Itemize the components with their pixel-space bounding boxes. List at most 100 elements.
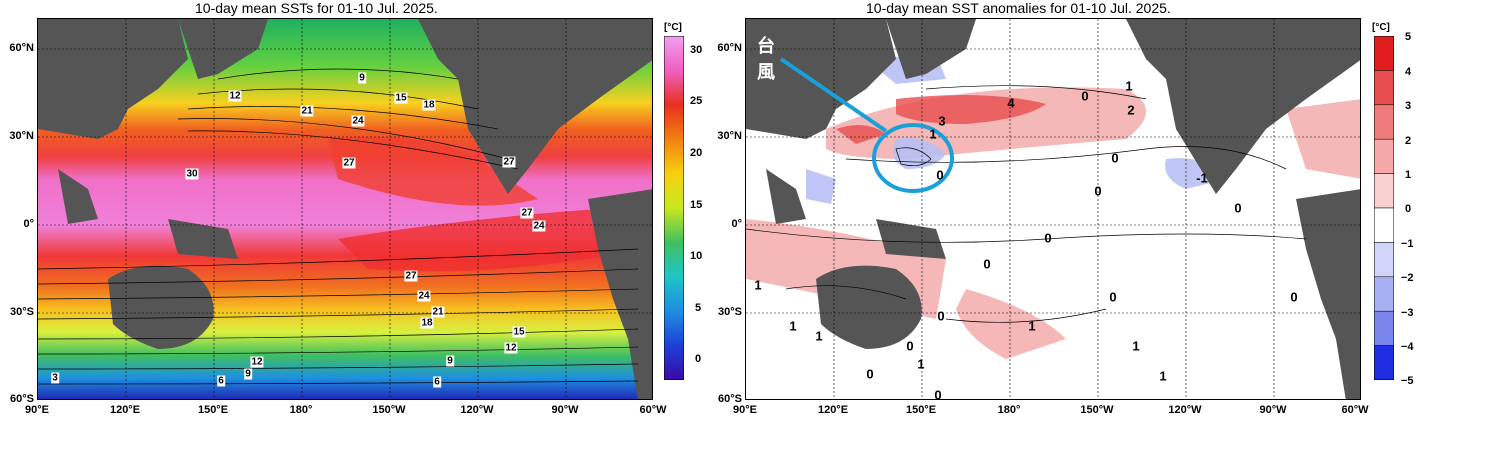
anomaly-panel-title: 10-day mean SST anomalies for 01-10 Jul.…	[866, 0, 1171, 16]
anomaly-contour-label: 1	[1125, 78, 1133, 94]
anomaly-colorbar-tick: −3	[1401, 307, 1414, 319]
sst-contour-label: 27	[502, 156, 516, 168]
anomaly-contour-label: 0	[936, 167, 944, 183]
sst-colorbar	[664, 36, 684, 380]
anomaly-colorbar-tick: −2	[1401, 272, 1414, 284]
anomaly-contour-label: 0	[1109, 289, 1117, 305]
anomaly-contour-label: 0	[983, 256, 991, 272]
anomaly-contour-label: 0	[1081, 88, 1089, 104]
anomaly-contour-label: 1	[789, 318, 797, 334]
sst-contour-label: 6	[217, 375, 225, 387]
anomaly-contour-label: 0	[1111, 150, 1119, 166]
sst-contour-label: 27	[404, 270, 418, 282]
anomaly-colorbar-tick: −4	[1401, 341, 1414, 353]
sst-colorbar-tick: 30	[690, 44, 703, 56]
lon-label: 150°E	[197, 404, 229, 416]
lon-label: 150°E	[905, 404, 937, 416]
anomaly-contour-label: 0	[1094, 183, 1102, 199]
anomaly-contour-label: 1	[815, 328, 823, 344]
lat-label: 30°S	[10, 306, 34, 318]
lon-label: 60°W	[639, 404, 667, 416]
sst-contour-label: 18	[422, 99, 436, 111]
anomaly-contour-label: 3	[938, 113, 946, 129]
lat-label: 60°N	[9, 42, 34, 54]
anomaly-contour-label: 1	[754, 277, 762, 293]
sst-contour-label: 12	[228, 90, 242, 102]
lon-label: 120°E	[817, 404, 849, 416]
lon-label: 180°	[289, 404, 313, 416]
sst-contour-label: 24	[417, 290, 431, 302]
anomaly-contour-label: -1	[1196, 170, 1208, 186]
anomaly-contour-label: 0	[1290, 289, 1298, 305]
anomaly-colorbar-tick: 5	[1405, 31, 1412, 43]
sst-colorbar-tick: 25	[690, 95, 703, 107]
sst-contour-label: 12	[250, 356, 264, 368]
lon-label: 90°E	[733, 404, 757, 416]
sst-contour-label: 15	[394, 92, 408, 104]
anomaly-contour-label: 0	[1234, 200, 1242, 216]
sst-contour-label: 27	[342, 157, 356, 169]
lon-label: 90°E	[25, 404, 49, 416]
anomaly-colorbar-tick: −5	[1401, 375, 1414, 387]
sst-contour-label: 9	[446, 355, 454, 367]
lat-label: 30°N	[717, 130, 742, 142]
typhoon-arrow	[779, 57, 888, 133]
sst-map-graphic	[38, 19, 652, 399]
anomaly-colorbar-tick: 0	[1405, 203, 1412, 215]
typhoon-highlight-circle	[872, 123, 954, 193]
sst-contour-label: 27	[520, 207, 534, 219]
anomaly-colorbar	[1374, 36, 1394, 380]
lon-label: 150°W	[1080, 404, 1114, 416]
lon-label: 120°W	[460, 404, 494, 416]
sst-contour-label: 21	[300, 105, 314, 117]
sst-colorbar-tick: 15	[690, 199, 703, 211]
anomaly-contour-label: 0	[934, 387, 942, 400]
sst-colorbar-tick: 5	[695, 302, 702, 314]
lat-label: 60°S	[718, 393, 742, 405]
lon-label: 90°W	[1259, 404, 1287, 416]
anomaly-contour-label: 0	[866, 366, 874, 382]
lon-label: 60°W	[1341, 404, 1369, 416]
lon-label: 180°	[997, 404, 1021, 416]
sst-contour-label: 3	[51, 372, 59, 384]
anomaly-contour-label: 2	[1127, 102, 1135, 118]
lon-label: 120°W	[1168, 404, 1202, 416]
typhoon-annotation: 台風	[757, 36, 775, 82]
sst-colorbar-unit: [°C]	[664, 22, 682, 33]
lat-label: 0°	[23, 218, 34, 230]
anomaly-contour-label: 1	[1132, 338, 1140, 354]
sst-contour-label: 9	[358, 72, 366, 84]
sst-contour-label: 6	[433, 376, 441, 388]
sst-contour-label: 15	[512, 326, 526, 338]
lon-label: 150°W	[372, 404, 406, 416]
anomaly-contour-label: 1	[929, 126, 937, 142]
anomaly-colorbar-tick: 2	[1405, 135, 1412, 147]
anomaly-contour-label: 0	[1044, 230, 1052, 246]
sst-contour-label: 24	[351, 115, 365, 127]
anomaly-contour-label: 4	[1007, 95, 1015, 111]
anomaly-colorbar-unit: [°C]	[1372, 22, 1390, 33]
sst-colorbar-tick: 10	[690, 250, 703, 262]
lat-label: 60°S	[10, 393, 34, 405]
anomaly-contour-label: 1	[1159, 368, 1167, 384]
sst-colorbar-tick: 0	[695, 353, 702, 365]
anomaly-colorbar-tick: 3	[1405, 100, 1412, 112]
sst-contour-label: 12	[504, 342, 518, 354]
lon-label: 90°W	[551, 404, 579, 416]
sst-contour-label: 21	[431, 306, 445, 318]
sst-contour-label: 9	[244, 368, 252, 380]
anomaly-colorbar-tick: −1	[1401, 238, 1414, 250]
sst-colorbar-tick: 20	[690, 147, 703, 159]
anomaly-map-graphic	[746, 19, 1360, 399]
sst-contour-label: 30	[185, 168, 199, 180]
anomaly-contour-label: 1	[917, 356, 925, 372]
anomaly-contour-label: 1	[1028, 318, 1036, 334]
anomaly-colorbar-tick: 4	[1405, 66, 1412, 78]
sst-map: 9 12 15 18 21 24 27 27 30 27 24 27 24 21…	[37, 18, 653, 400]
lat-label: 30°S	[718, 306, 742, 318]
sst-contour-label: 18	[420, 317, 434, 329]
lat-label: 30°N	[9, 130, 34, 142]
anomaly-contour-label: 0	[937, 308, 945, 324]
lon-label: 120°E	[109, 404, 141, 416]
sst-contour-label: 24	[532, 220, 546, 232]
